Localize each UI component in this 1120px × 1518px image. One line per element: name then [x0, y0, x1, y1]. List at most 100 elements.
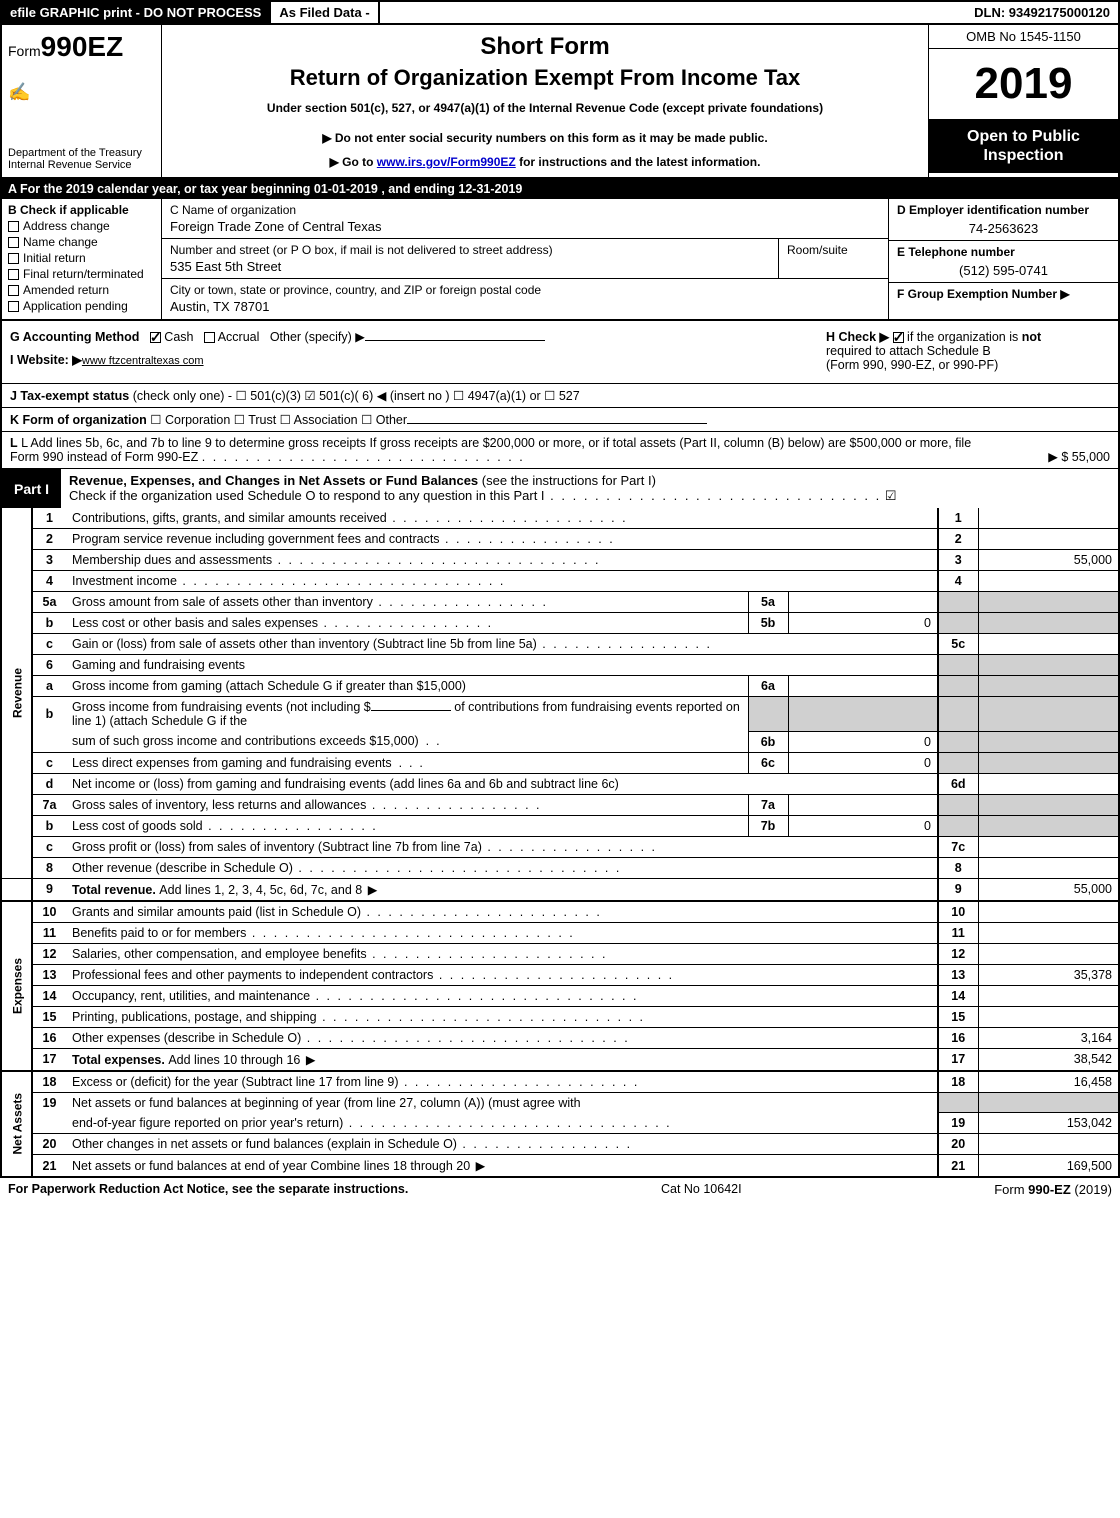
checkbox-icon[interactable] [893, 332, 904, 343]
check-application-pending[interactable]: Application pending [8, 299, 155, 313]
lnum [32, 1113, 66, 1134]
subval [788, 676, 938, 697]
desc-text: Gross profit or (loss) from sales of inv… [72, 840, 482, 854]
header-row: Form990EZ ✍ Department of the Treasury I… [2, 25, 1118, 179]
boxnum: 17 [938, 1048, 978, 1071]
cash-label: Cash [164, 330, 193, 344]
check-address-change[interactable]: Address change [8, 219, 155, 233]
lines-table: Revenue 1 Contributions, gifts, grants, … [2, 508, 1118, 1176]
dept-treasury: Department of the Treasury [8, 147, 155, 159]
dots [318, 616, 493, 630]
omb-number: OMB No 1545-1150 [929, 25, 1118, 49]
netassets-side-label: Net Assets [2, 1071, 32, 1177]
k-other-input[interactable] [407, 423, 707, 424]
desc: Excess or (deficit) for the year (Subtra… [66, 1071, 938, 1093]
dots-arrow [362, 883, 379, 897]
line-6a: a Gross income from gaming (attach Sched… [2, 676, 1118, 697]
chk-label: Amended return [23, 283, 109, 297]
part-i-instr: (see the instructions for Part I) [478, 473, 656, 488]
line-6: 6 Gaming and fundraising events [2, 655, 1118, 676]
dots-arrow [470, 1159, 487, 1173]
dots [293, 861, 621, 875]
form-990ez-page: efile GRAPHIC print - DO NOT PROCESS As … [0, 0, 1120, 1178]
boxnum: 6d [938, 773, 978, 794]
shade [938, 815, 978, 836]
check-name-change[interactable]: Name change [8, 235, 155, 249]
check-amended-return[interactable]: Amended return [8, 283, 155, 297]
desc-text: Benefits paid to or for members [72, 926, 246, 940]
street-label: Number and street (or P O box, if mail i… [170, 243, 770, 257]
line-6b-2: sum of such gross income and contributio… [2, 731, 1118, 752]
amount-input[interactable] [371, 710, 451, 711]
dots [246, 926, 574, 940]
as-filed-label: As Filed Data - [269, 2, 379, 23]
dots [361, 905, 602, 919]
lnum: 12 [32, 943, 66, 964]
line-4: 4 Investment income 4 [2, 571, 1118, 592]
shade [978, 794, 1118, 815]
goto-link[interactable]: www.irs.gov/Form990EZ [377, 155, 516, 169]
i-label: I Website: ▶ [10, 353, 82, 367]
shade [748, 697, 788, 732]
dots [203, 819, 378, 833]
boxnum: 12 [938, 943, 978, 964]
checkbox-icon[interactable] [150, 332, 161, 343]
irs-logo-icon: ✍ [8, 82, 155, 103]
shade [978, 697, 1118, 732]
other-input[interactable] [365, 340, 545, 341]
subnum: 5a [748, 592, 788, 613]
line-18: Net Assets 18 Excess or (deficit) for th… [2, 1071, 1118, 1093]
check-final-return[interactable]: Final return/terminated [8, 267, 155, 281]
desc: Gross income from gaming (attach Schedul… [66, 676, 748, 697]
city-value: Austin, TX 78701 [170, 299, 270, 314]
boxnum: 3 [938, 550, 978, 571]
e-phone-row: E Telephone number (512) 595-0741 [889, 241, 1118, 283]
dots [343, 1116, 671, 1130]
boxval [978, 508, 1118, 529]
part-i-label: Part I [2, 477, 61, 501]
desc: Gross sales of inventory, less returns a… [66, 794, 748, 815]
line-19-1: 19 Net assets or fund balances at beginn… [2, 1092, 1118, 1113]
boxval [978, 922, 1118, 943]
desc: Gaming and fundraising events [66, 655, 938, 676]
dots-arrow [300, 1053, 317, 1067]
desc: Net income or (loss) from gaming and fun… [66, 773, 938, 794]
boxval: 38,542 [978, 1048, 1118, 1071]
lnum: 21 [32, 1155, 66, 1177]
desc-text: Less cost or other basis and sales expen… [72, 616, 318, 630]
lnum: 4 [32, 571, 66, 592]
tax-year: 2019 [929, 49, 1118, 119]
lnum: 18 [32, 1071, 66, 1093]
desc: Other changes in net assets or fund bala… [66, 1134, 938, 1155]
part-i-title: Revenue, Expenses, and Changes in Net As… [61, 469, 1118, 508]
dept-irs: Internal Revenue Service [8, 159, 155, 171]
lnum: 19 [32, 1092, 66, 1113]
footer-right: Form 990-EZ (2019) [994, 1182, 1112, 1197]
efile-label: efile GRAPHIC print - DO NOT PROCESS [2, 2, 269, 23]
l-value: ▶ $ 55,000 [990, 449, 1110, 464]
boxnum: 7c [938, 836, 978, 857]
room-label: Room/suite [787, 243, 848, 257]
phone-value: (512) 595-0741 [897, 263, 1110, 278]
boxval: 55,000 [978, 878, 1118, 901]
boxval [978, 985, 1118, 1006]
desc-text: Grants and similar amounts paid (list in… [72, 905, 361, 919]
boxnum: 19 [938, 1113, 978, 1134]
j-rest: (check only one) - ☐ 501(c)(3) ☑ 501(c)(… [129, 389, 579, 403]
h-column: H Check ▶ if the organization is not req… [818, 321, 1118, 383]
dots [545, 488, 882, 503]
desc-text: Program service revenue including govern… [72, 532, 440, 546]
street-cell: Number and street (or P O box, if mail i… [162, 239, 778, 278]
revenue-side-label: Revenue [2, 508, 32, 878]
checkbox-icon[interactable] [204, 332, 215, 343]
boxval: 16,458 [978, 1071, 1118, 1093]
dots [387, 511, 628, 525]
k-row: K Form of organization ☐ Corporation ☐ T… [2, 408, 1118, 432]
lnum: 15 [32, 1006, 66, 1027]
lnum: 7a [32, 794, 66, 815]
lnum: b [32, 697, 66, 732]
shade [938, 1092, 978, 1113]
check-initial-return[interactable]: Initial return [8, 251, 155, 265]
desc2: Add lines 10 through 16 [168, 1053, 300, 1067]
dots [177, 574, 505, 588]
